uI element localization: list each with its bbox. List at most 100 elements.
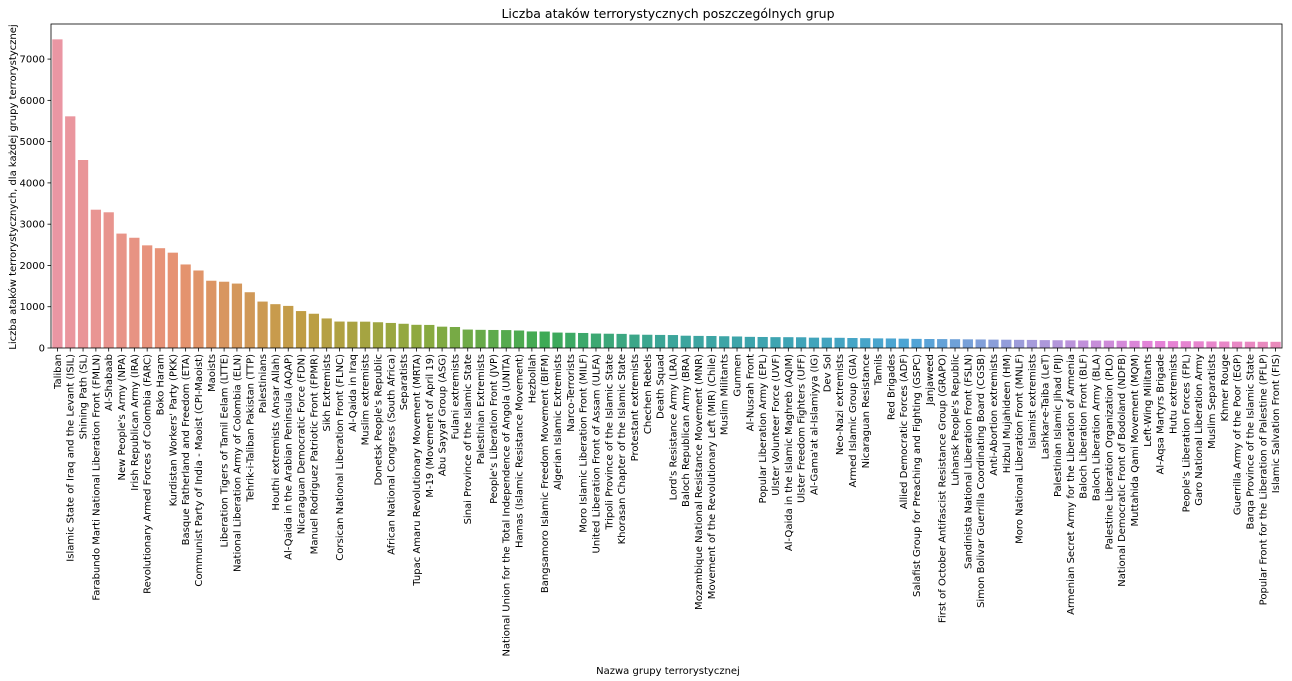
bar <box>193 270 204 348</box>
bar <box>680 335 691 348</box>
x-tick-label: Irish Republican Army (IRA) <box>130 354 141 491</box>
x-tick-label: Liberation Tigers of Tamil Eelam (LTTE) <box>220 354 231 548</box>
bar <box>539 331 550 348</box>
x-tick-label: National Democratic Front of Bodoland (N… <box>1117 354 1128 587</box>
x-tick-label: Moro Islamic Liberation Front (MILF) <box>579 354 590 533</box>
bar <box>1026 339 1038 348</box>
x-tick-label: African National Congress (South Africa) <box>386 354 397 555</box>
bar <box>796 337 807 348</box>
x-tick-label: Anti-Abortion extremists <box>989 354 1000 476</box>
bar <box>911 338 922 348</box>
x-tick-label: Hizbul Mujahideen (HM) <box>1002 354 1013 473</box>
x-tick-label: M-19 (Movement of April 19) <box>425 354 436 498</box>
bar <box>821 337 832 348</box>
bar <box>180 264 191 348</box>
x-tick-label: People's Liberation Forces (FPL) <box>1181 354 1192 512</box>
bar <box>1129 340 1140 348</box>
x-tick-label: Sikh Extremists <box>322 354 333 432</box>
x-tick-label: Gunmen <box>733 354 744 397</box>
x-tick-label: Left-Wing Militants <box>1143 354 1154 447</box>
bar <box>257 301 268 348</box>
bar <box>1219 341 1230 348</box>
bar <box>65 116 76 348</box>
bar <box>578 332 589 348</box>
x-ticks-group: Taliban Islamic State of Iraq and the Lev… <box>53 348 1282 657</box>
x-tick-label: Baloch Liberation Army (BLA) <box>1092 354 1103 501</box>
bar <box>693 335 704 348</box>
x-tick-label: Khmer Rouge <box>1220 354 1231 422</box>
x-tick-label: Allied Democratic Forces (ADF) <box>899 354 910 509</box>
y-tick-label: 4000 <box>20 178 45 189</box>
x-tick-label: Separatists <box>399 354 410 410</box>
x-tick-label: Lashkar-e-Taiba (LeT) <box>1040 354 1051 459</box>
x-tick-label: Janjaweed <box>925 354 936 406</box>
bar <box>988 339 999 348</box>
y-tick-label: 2000 <box>20 261 45 272</box>
x-tick-label: Taliban <box>53 354 64 390</box>
x-tick-label: Barqa Province of the Islamic State <box>1245 354 1256 529</box>
x-tick-label: Hezbollah <box>527 354 538 403</box>
x-tick-label: Abu Sayyaf Group (ASG) <box>438 354 449 476</box>
bar <box>1257 341 1268 348</box>
bar <box>360 321 371 348</box>
x-tick-label: Muttahida Qami Movement (MQM) <box>1130 354 1141 527</box>
bar <box>1244 341 1256 348</box>
x-tick-label: Communist Party of India - Maoist (CPI-M… <box>194 354 205 587</box>
bar <box>565 332 576 348</box>
x-tick-label: Movement of the Revolutionary Left (MIR)… <box>707 354 718 599</box>
x-tick-label: Palestinian Extremists <box>476 354 487 464</box>
bar <box>154 248 166 348</box>
bar <box>449 326 461 348</box>
x-tick-label: People's Liberation Front (JVP) <box>489 354 500 504</box>
x-tick-label: Sandinista National Liberation Front (FS… <box>963 354 974 569</box>
x-tick-label: Popular Liberation Army (EPL) <box>758 354 769 504</box>
bar <box>744 336 755 348</box>
bar <box>77 159 89 348</box>
bar <box>283 305 294 348</box>
bar <box>1078 340 1089 348</box>
bar <box>142 245 153 348</box>
x-tick-label: Ulster Freedom Fighters (UFF) <box>797 354 808 503</box>
x-tick-label: Tupac Amaru Revolutionary Movement (MRTA… <box>412 354 423 587</box>
x-tick-label: Islamist extremists <box>1027 354 1038 449</box>
x-tick-label: Al-Aqsa Martyrs Brigade <box>1156 354 1167 474</box>
x-tick-label: Boko Haram <box>155 354 166 415</box>
chart-title: Liczba ataków terrorystycznych poszczegó… <box>501 6 834 21</box>
x-tick-label: United Liberation Front of Assam (ULFA) <box>591 354 602 554</box>
bar <box>962 339 973 348</box>
x-tick-label: Revolutionary Armed Forces of Colombia (… <box>143 354 154 594</box>
x-tick-label: Kurdistan Workers' Party (PKK) <box>168 354 179 506</box>
x-tick-label: Neo-Nazi extremists <box>835 354 846 455</box>
x-tick-label: First of October Antifascist Resistance … <box>938 354 949 623</box>
bar <box>860 338 871 348</box>
bar <box>295 311 307 348</box>
bar <box>629 334 640 348</box>
x-tick-label: National Liberation Army of Colombia (EL… <box>232 354 243 572</box>
bar <box>1052 340 1063 348</box>
bar <box>52 39 63 349</box>
bar <box>1090 340 1102 348</box>
x-tick-label: Narco-Terrorists <box>566 354 577 432</box>
x-tick-label: Luhansk People's Republic <box>951 354 962 486</box>
bar <box>488 329 499 348</box>
x-tick-label: Tehrik-i-Taliban Pakistan (TTP) <box>245 354 256 503</box>
bar <box>1065 340 1076 348</box>
x-tick-label: Protestant extremists <box>630 354 641 461</box>
bar <box>475 329 486 348</box>
x-tick-label: Muslim extremists <box>361 354 372 445</box>
bar <box>1014 339 1025 348</box>
bar <box>654 334 666 348</box>
x-tick-label: Baloch Liberation Front (BLF) <box>1079 354 1090 499</box>
x-tick-label: Ulster Volunteer Force (UVF) <box>771 354 782 496</box>
bar <box>1270 341 1281 348</box>
x-tick-label: Islamic State of Iraq and the Levant (IS… <box>66 354 77 562</box>
x-tick-label: Sinai Province of the Islamic State <box>463 354 474 524</box>
x-tick-label: Mozambique National Resistance Movement … <box>694 354 705 610</box>
x-tick-label: Palestinians <box>258 354 269 413</box>
x-tick-label: Chechen Rebels <box>643 354 654 434</box>
bar <box>1039 340 1050 348</box>
bar <box>244 292 255 348</box>
x-tick-label: Lord's Resistance Army (LRA) <box>668 354 679 500</box>
y-ticks-group: 0 1000 2000 3000 4000 5000 6000 7000 <box>20 55 51 355</box>
x-tick-label: Al-Shabaab <box>104 354 115 411</box>
